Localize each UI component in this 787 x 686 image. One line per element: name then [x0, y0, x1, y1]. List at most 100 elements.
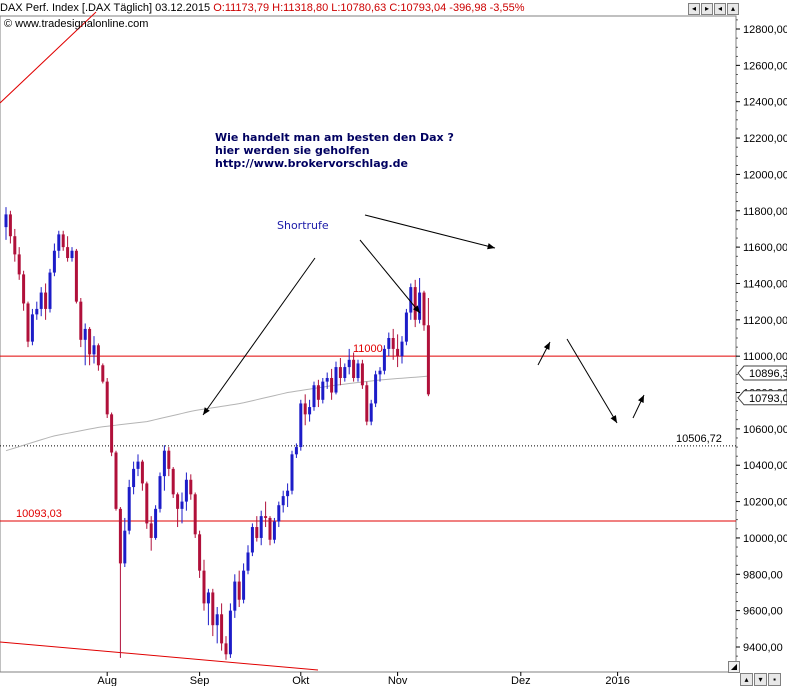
moving-average-line	[5, 375, 429, 452]
upper-trendline	[0, 11, 97, 104]
scroll-right-icon[interactable]: ▸	[701, 3, 713, 15]
candle-body	[413, 287, 417, 320]
bottom-controls: ▴ ▾ ▪	[740, 673, 781, 686]
y-tick-label: 10200,00	[743, 497, 787, 509]
candle-body	[400, 341, 404, 357]
y-tick-label: 10400,00	[743, 460, 787, 472]
x-tick-label: 2016	[605, 675, 629, 686]
candle-body	[171, 468, 175, 495]
candle-body	[114, 452, 118, 509]
shortruf-arrow-2	[359, 239, 421, 314]
candle-body	[382, 348, 386, 371]
scroll-up-icon[interactable]: ▴	[740, 673, 753, 686]
candle-body	[110, 414, 114, 453]
zoom-out-icon[interactable]: ◂	[714, 3, 726, 15]
drop-arrow	[566, 338, 618, 424]
candle-body	[57, 234, 61, 251]
candle-body	[154, 508, 158, 538]
resize-grip-icon[interactable]: ◢	[728, 661, 740, 673]
candle-body	[369, 403, 373, 422]
candle-body	[233, 581, 237, 611]
candle-body	[162, 450, 166, 477]
candle-body	[338, 367, 342, 378]
candle-body	[374, 374, 378, 404]
scroll-down-icon[interactable]: ▾	[754, 673, 767, 686]
candle-body	[39, 292, 43, 309]
candle-body	[22, 274, 26, 304]
price-marker-box	[737, 365, 787, 381]
candle-body	[211, 592, 215, 626]
promo-line-3: http://www.brokervorschlag.de	[215, 157, 409, 170]
candle-body	[356, 363, 360, 378]
shortruf-arrow-3-head	[487, 243, 495, 250]
candle-body	[387, 338, 391, 349]
scroll-left-icon[interactable]: ◂	[688, 3, 700, 15]
y-tick-label: 11400,00	[743, 278, 787, 290]
candle-body	[215, 614, 219, 626]
shortrufe-label: Shortrufe	[277, 219, 329, 232]
x-tick-label: Nov	[388, 675, 408, 686]
x-tick-label: Sep	[190, 675, 210, 686]
candle-body	[105, 381, 109, 415]
candle-body	[250, 527, 254, 553]
rebound-arrow-1-head	[543, 342, 550, 350]
watermark: © www.tradesignalonline.com	[4, 18, 149, 30]
candle-body	[8, 214, 12, 237]
candle-body	[360, 363, 364, 386]
y-tick-label: 11000,00	[743, 351, 787, 363]
candle-body	[347, 359, 351, 368]
candle-body	[426, 325, 430, 395]
x-tick-label: Aug	[97, 675, 117, 686]
y-tick-label: 11200,00	[743, 315, 787, 327]
candle-body	[281, 496, 285, 506]
candle-body	[30, 314, 34, 342]
y-tick-label: 10000,00	[743, 533, 787, 545]
candle-body	[158, 476, 162, 509]
y-tick-label: 9600,00	[743, 606, 783, 618]
candle-body	[277, 505, 281, 522]
price-marker-box	[737, 390, 787, 406]
y-tick-label: 11600,00	[743, 242, 787, 254]
candle-body	[79, 301, 83, 340]
candle-body	[316, 385, 320, 400]
candle-body	[83, 328, 87, 340]
candle-body	[272, 521, 276, 540]
candle-body	[17, 254, 21, 275]
candle-body	[123, 530, 127, 564]
candle-body	[193, 494, 197, 535]
candle-body	[167, 450, 171, 469]
plot-frame	[0, 15, 737, 673]
candle-body	[136, 461, 140, 469]
candle-body	[202, 570, 206, 604]
candle-body	[132, 468, 136, 488]
candle-body	[312, 385, 316, 408]
autoscale-icon[interactable]: ▪	[768, 673, 781, 686]
shortruf-arrow-1-head	[203, 407, 210, 415]
candle-body	[48, 272, 52, 309]
y-tick-label: 11800,00	[743, 206, 787, 218]
candle-body	[259, 516, 263, 538]
candle-body	[242, 570, 246, 600]
candle-body	[92, 345, 96, 355]
candle-body	[228, 610, 232, 655]
price-marker-label: 10896,3	[749, 368, 787, 380]
x-tick-label: Okt	[292, 675, 309, 686]
candle-body	[299, 403, 303, 448]
candle-body	[206, 592, 210, 604]
candle-body	[176, 494, 180, 509]
candle-body	[321, 381, 325, 400]
candle-body	[66, 247, 70, 259]
candle-body	[70, 250, 74, 259]
candle-body	[378, 370, 382, 375]
shortruf-arrow-3	[364, 214, 496, 249]
shortruf-arrow-2-head	[412, 305, 420, 313]
candle-body	[35, 308, 39, 315]
candle-body	[224, 643, 228, 655]
maximize-icon[interactable]: ▴	[727, 3, 739, 15]
candle-body	[303, 403, 307, 415]
lower-trendline	[0, 641, 319, 671]
candle-body	[268, 517, 272, 540]
candle-body	[118, 508, 122, 564]
candle-body	[418, 292, 422, 320]
